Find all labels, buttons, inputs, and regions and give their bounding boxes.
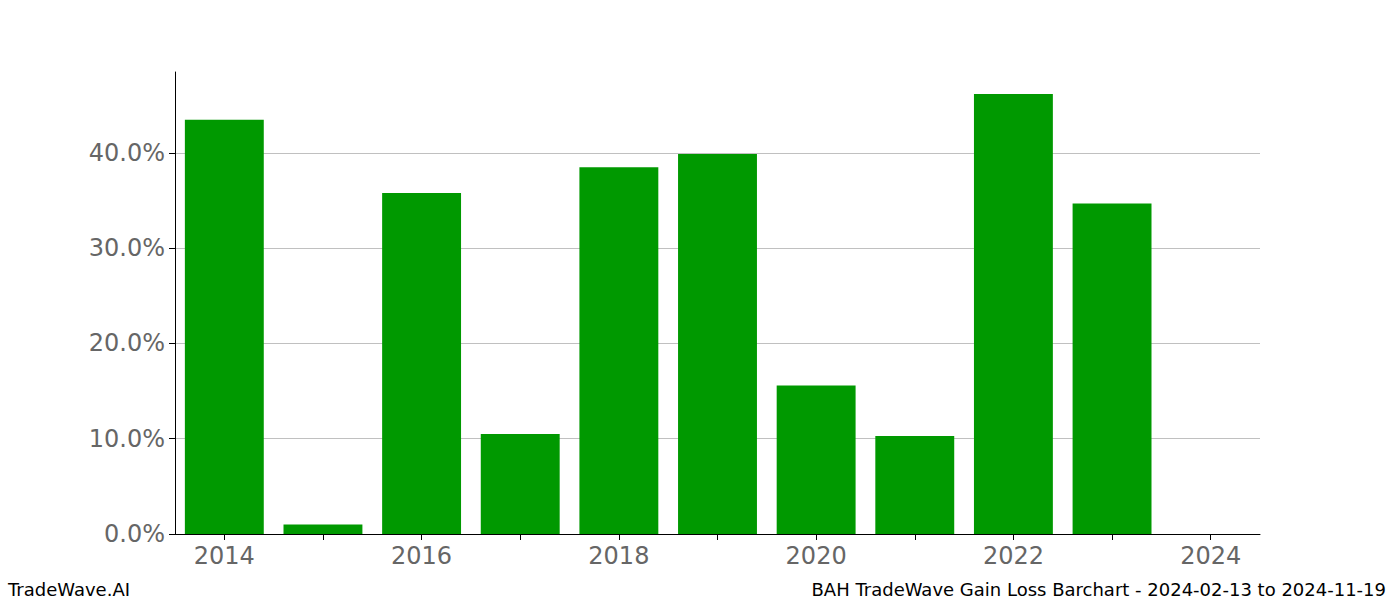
svg-text:20.0%: 20.0% (89, 329, 165, 357)
svg-text:BAH TradeWave Gain Loss Barcha: BAH TradeWave Gain Loss Barchart - 2024-… (812, 579, 1386, 600)
svg-text:2020: 2020 (786, 542, 847, 570)
svg-text:30.0%: 30.0% (89, 234, 165, 262)
svg-text:2016: 2016 (391, 542, 452, 570)
svg-text:40.0%: 40.0% (89, 139, 165, 167)
svg-text:10.0%: 10.0% (89, 425, 165, 453)
svg-text:TradeWave.AI: TradeWave.AI (7, 579, 130, 600)
svg-text:2024: 2024 (1180, 542, 1241, 570)
svg-text:2014: 2014 (194, 542, 255, 570)
svg-text:0.0%: 0.0% (104, 520, 165, 548)
svg-text:2022: 2022 (983, 542, 1044, 570)
svg-text:2018: 2018 (588, 542, 649, 570)
